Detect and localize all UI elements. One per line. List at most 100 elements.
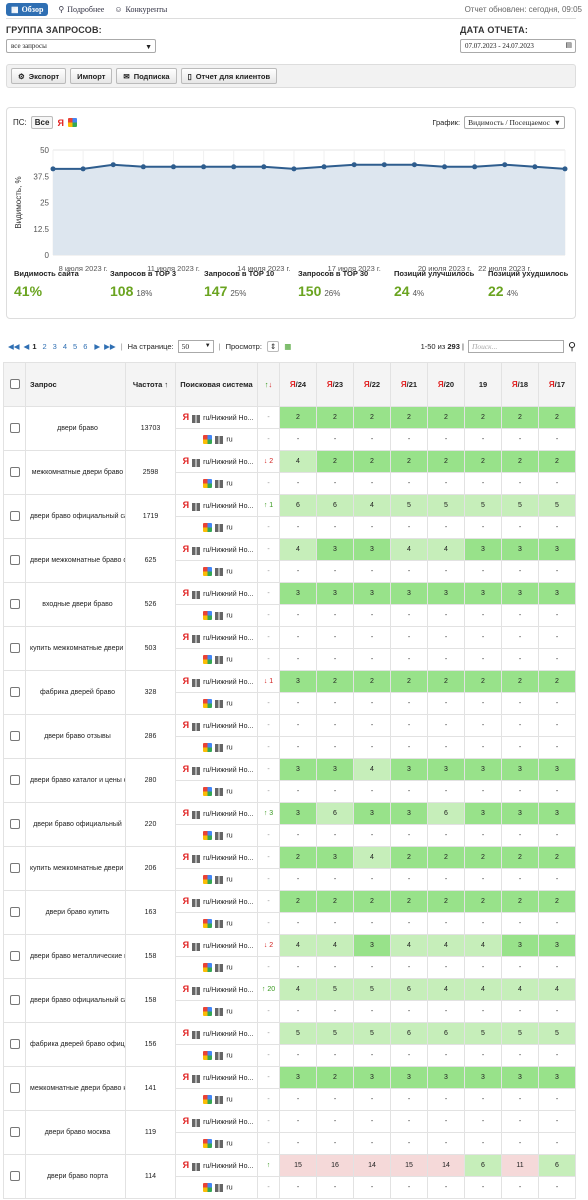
position-cell: -: [353, 1088, 391, 1111]
prev-page-icon[interactable]: ◀: [23, 341, 30, 351]
position-cell: -: [353, 472, 391, 495]
page-link[interactable]: 1: [32, 341, 37, 351]
row-checkbox[interactable]: [9, 422, 20, 433]
row-checkbox[interactable]: [9, 554, 20, 565]
position-cell: -: [279, 736, 317, 759]
position-cell: 2: [390, 670, 428, 693]
position-cell: 3: [501, 1066, 539, 1089]
google-icon[interactable]: [67, 118, 77, 127]
row-checkbox[interactable]: [9, 1126, 20, 1137]
yandex-icon: Я: [289, 380, 296, 389]
position-cell: 3: [353, 538, 391, 561]
row-checkbox[interactable]: [9, 1038, 20, 1049]
position-cell: -: [538, 736, 576, 759]
header-frequency[interactable]: Частота ↑: [125, 362, 176, 407]
row-checkbox-cell: [3, 538, 26, 583]
search-icon[interactable]: ⚲: [567, 340, 576, 353]
search-input[interactable]: Поиск...: [467, 339, 564, 353]
row-checkbox[interactable]: [9, 466, 20, 477]
region-label: ru: [226, 656, 233, 664]
group-select[interactable]: все запросы ▼: [6, 39, 156, 53]
expand-icon[interactable]: ⇕: [266, 340, 280, 352]
graph-select[interactable]: Видимость / Посещаемос ▼: [464, 116, 565, 129]
header-date[interactable]: Я/17: [538, 362, 576, 407]
header-date[interactable]: Я/20: [427, 362, 465, 407]
header-date[interactable]: 19: [464, 362, 502, 407]
position-cell: 3: [353, 802, 391, 825]
select-all-checkbox[interactable]: [9, 378, 20, 389]
position-cell: 5: [353, 1022, 391, 1045]
row-checkbox[interactable]: [9, 906, 20, 917]
position-cell: -: [353, 560, 391, 583]
windows-icon: [192, 546, 201, 555]
position-cell: -: [316, 1088, 354, 1111]
windows-icon: [192, 1118, 201, 1127]
position-cell: -: [316, 472, 354, 495]
date-range-input[interactable]: 07.07.2023 - 24.07.2023 ▤: [460, 39, 576, 53]
header-date[interactable]: Я/23: [316, 362, 354, 407]
row-checkbox[interactable]: [9, 642, 20, 653]
per-page-select[interactable]: 50 ▼: [177, 339, 214, 353]
tab-overview[interactable]: ▦ Обзор: [6, 2, 49, 16]
calendar-icon[interactable]: ▤: [565, 41, 572, 49]
subscribe-button[interactable]: ✉ Подписка: [116, 68, 177, 84]
header-query[interactable]: Запрос: [25, 362, 126, 407]
first-page-icon[interactable]: ◀◀: [8, 341, 20, 351]
table-row-sub: ru - - - - - - - - -: [4, 1176, 576, 1199]
row-checkbox-cell: [3, 1154, 26, 1199]
change-cell: -: [257, 406, 280, 429]
position-cell: -: [464, 868, 502, 891]
position-cell: 2: [501, 846, 539, 869]
tab-details[interactable]: ⚲ Подробнее: [58, 5, 104, 14]
frequency-cell: 625: [125, 538, 176, 583]
row-checkbox[interactable]: [9, 686, 20, 697]
yandex-icon[interactable]: Я: [57, 117, 64, 128]
frequency-cell: 2598: [125, 450, 176, 495]
position-cell: 5: [538, 494, 576, 517]
page-link[interactable]: 3: [52, 341, 57, 351]
table-row-sub: ru - - - - - - - - -: [4, 472, 576, 495]
ps-all-button[interactable]: Все: [30, 116, 54, 129]
header-date[interactable]: Я/22: [353, 362, 391, 407]
row-checkbox[interactable]: [9, 950, 20, 961]
row-checkbox[interactable]: [9, 1082, 20, 1093]
row-checkbox[interactable]: [9, 818, 20, 829]
grid-view-icon[interactable]: ▦: [284, 341, 292, 351]
row-checkbox[interactable]: [9, 862, 20, 873]
windows-icon: [192, 1030, 201, 1039]
position-cell: -: [316, 1176, 354, 1199]
header-date[interactable]: Я/24: [279, 362, 317, 407]
header-date[interactable]: Я/18: [501, 362, 539, 407]
next-page-icon[interactable]: ▶: [94, 341, 101, 351]
row-checkbox[interactable]: [9, 730, 20, 741]
position-cell: -: [353, 868, 391, 891]
page-link[interactable]: 2: [42, 341, 47, 351]
export-button[interactable]: ⚙ Экспорт: [11, 68, 67, 84]
page-link[interactable]: 6: [83, 341, 88, 351]
row-checkbox[interactable]: [9, 774, 20, 785]
page-link[interactable]: 4: [62, 341, 68, 351]
page-link[interactable]: 5: [73, 341, 78, 351]
arrow-down-icon: ↓: [268, 380, 273, 389]
yandex-icon: Я: [182, 940, 190, 951]
header-change[interactable]: ↑↓: [257, 362, 280, 407]
row-checkbox[interactable]: [9, 1170, 20, 1181]
last-page-icon[interactable]: ▶▶: [104, 341, 116, 351]
position-cell: 2: [538, 846, 576, 869]
row-checkbox[interactable]: [9, 598, 20, 609]
area-fill: [53, 164, 565, 255]
row-checkbox[interactable]: [9, 994, 20, 1005]
position-cell: -: [390, 472, 428, 495]
position-cell: -: [427, 1088, 465, 1111]
import-button[interactable]: Импорт: [70, 68, 113, 84]
row-checkbox[interactable]: [9, 510, 20, 521]
region-label: ru/Нижний Но...: [203, 591, 254, 599]
header-date[interactable]: Я/21: [390, 362, 428, 407]
tab-competitors[interactable]: ☺ Конкуренты: [114, 5, 167, 14]
client-report-button[interactable]: ▯ Отчет для клиентов: [180, 68, 278, 84]
position-cell: -: [279, 692, 317, 715]
stat-percent: 18%: [136, 289, 153, 298]
